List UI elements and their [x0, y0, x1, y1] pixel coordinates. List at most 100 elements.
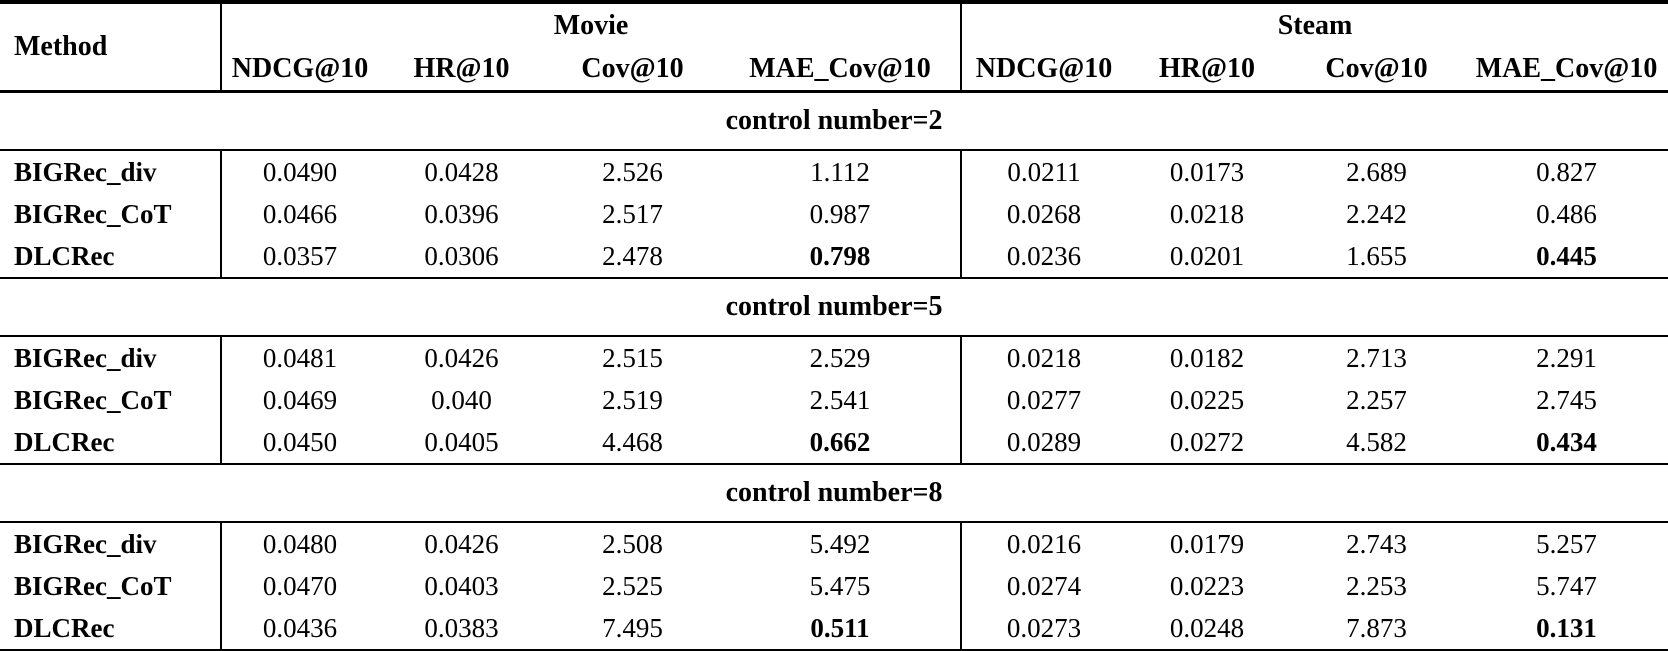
value-cell: 0.0211 [960, 150, 1127, 193]
table-row: DLCRec 0.0357 0.0306 2.478 0.798 0.0236 … [0, 235, 1668, 278]
column-header-steam-ndcg: NDCG@10 [960, 48, 1127, 93]
table-row: BIGRec_div 0.0490 0.0428 2.526 1.112 0.0… [0, 150, 1668, 193]
value-cell: 0.0272 [1169, 426, 1245, 457]
column-header-movie-cov: Cov@10 [545, 48, 720, 93]
value-cell: 4.582 [1346, 426, 1407, 457]
value-cell-best: 0.798 [809, 240, 871, 271]
value-cell-best: 0.662 [809, 426, 871, 457]
method-cell: BIGRec_CoT [0, 193, 222, 235]
method-cell: BIGRec_div [0, 336, 222, 379]
method-cell: BIGRec_div [0, 522, 222, 565]
section-title: control number=5 [0, 277, 1668, 337]
method-cell: DLCRec [0, 421, 222, 464]
section-control-5: control number=5 BIGRec_div 0.0481 0.042… [0, 277, 1668, 464]
value-cell: 2.526 [602, 156, 663, 187]
value-cell-best: 0.511 [810, 612, 870, 643]
section-control-2: control number=2 BIGRec_div 0.0490 0.042… [0, 90, 1668, 278]
method-cell: DLCRec [0, 235, 222, 278]
value-cell: 0.0179 [1169, 528, 1245, 559]
column-header-movie-ndcg: NDCG@10 [221, 48, 378, 93]
table-row: BIGRec_CoT 0.0470 0.0403 2.525 5.475 0.0… [0, 565, 1668, 607]
table-row: BIGRec_div 0.0481 0.0426 2.515 2.529 0.0… [0, 336, 1668, 379]
value-cell: 5.492 [809, 528, 871, 559]
value-cell: 0.0218 [960, 336, 1127, 379]
value-cell: 0.0173 [1169, 156, 1245, 187]
section-title-row: control number=8 [0, 463, 1668, 523]
value-cell: 0.827 [1536, 156, 1597, 187]
value-cell: 0.0273 [960, 607, 1127, 651]
table-row: BIGRec_div 0.0480 0.0426 2.508 5.492 0.0… [0, 522, 1668, 565]
value-cell: 0.0236 [960, 235, 1127, 278]
value-cell: 1.112 [810, 156, 870, 187]
value-cell: 0.0248 [1169, 612, 1245, 643]
value-cell: 0.040 [431, 384, 492, 415]
metric-header-row: NDCG@10 HR@10 Cov@10 MAE_Cov@10 NDCG@10 … [0, 48, 1668, 93]
value-cell: 0.0277 [960, 379, 1127, 421]
value-cell: 0.0274 [960, 565, 1127, 607]
group-header-row: Method Movie Steam [0, 2, 1668, 93]
value-cell: 0.0480 [262, 528, 338, 559]
value-cell: 2.745 [1536, 384, 1597, 415]
value-cell: 0.0396 [424, 198, 499, 229]
table-row: DLCRec 0.0436 0.0383 7.495 0.511 0.0273 … [0, 607, 1668, 651]
value-cell: 0.0225 [1169, 384, 1245, 415]
section-title-row: control number=5 [0, 277, 1668, 337]
value-cell: 0.0216 [960, 522, 1127, 565]
value-cell: 5.747 [1536, 570, 1597, 601]
column-header-steam-hr: HR@10 [1126, 48, 1289, 93]
group-header-steam: Steam [960, 2, 1668, 48]
section-title: control number=2 [0, 90, 1668, 151]
value-cell: 2.743 [1346, 528, 1407, 559]
group-header-movie: Movie [553, 10, 629, 41]
value-cell: 1.655 [1346, 240, 1407, 271]
method-cell: BIGRec_CoT [0, 565, 222, 607]
value-cell: 0.0289 [960, 421, 1127, 464]
value-cell: 5.475 [809, 570, 871, 601]
value-cell: 2.517 [602, 198, 663, 229]
value-cell: 0.0436 [262, 612, 338, 643]
value-cell: 0.0306 [424, 240, 499, 271]
method-cell: BIGRec_div [0, 150, 222, 193]
value-cell: 2.242 [1346, 198, 1407, 229]
value-cell: 0.0470 [262, 570, 338, 601]
value-cell: 0.0405 [424, 426, 499, 457]
value-cell: 0.0490 [262, 156, 338, 187]
value-cell: 5.257 [1536, 528, 1597, 559]
value-cell: 0.0466 [262, 198, 338, 229]
value-cell: 0.0218 [1169, 198, 1245, 229]
value-cell: 2.529 [809, 342, 871, 373]
section-title: control number=8 [0, 463, 1668, 523]
value-cell: 0.0426 [424, 342, 499, 373]
table-row: BIGRec_CoT 0.0466 0.0396 2.517 0.987 0.0… [0, 193, 1668, 235]
value-cell: 7.495 [602, 612, 663, 643]
value-cell: 0.0268 [960, 193, 1127, 235]
value-cell: 2.713 [1346, 342, 1407, 373]
method-cell: DLCRec [0, 607, 222, 651]
value-cell-best: 0.131 [1536, 612, 1597, 643]
value-cell: 2.525 [602, 570, 663, 601]
value-cell: 0.0481 [262, 342, 338, 373]
value-cell: 2.253 [1346, 570, 1407, 601]
value-cell-best: 0.434 [1536, 426, 1597, 457]
value-cell: 0.0450 [262, 426, 338, 457]
value-cell: 0.0428 [424, 156, 499, 187]
value-cell: 0.0357 [262, 240, 338, 271]
column-header-movie-maecov: MAE_Cov@10 [720, 48, 962, 93]
value-cell-best: 0.445 [1536, 240, 1597, 271]
method-column-header: Method [0, 2, 222, 93]
value-cell: 0.0403 [424, 570, 499, 601]
table-row: DLCRec 0.0450 0.0405 4.468 0.662 0.0289 … [0, 421, 1668, 464]
value-cell: 0.486 [1536, 198, 1597, 229]
value-cell: 2.478 [602, 240, 663, 271]
value-cell: 0.0383 [424, 612, 499, 643]
section-control-8: control number=8 BIGRec_div 0.0480 0.042… [0, 463, 1668, 651]
value-cell: 7.873 [1346, 612, 1407, 643]
value-cell: 0.0223 [1169, 570, 1245, 601]
value-cell: 2.519 [602, 384, 663, 415]
value-cell: 2.508 [602, 528, 663, 559]
value-cell: 2.291 [1536, 342, 1597, 373]
column-header-steam-maecov: MAE_Cov@10 [1465, 48, 1668, 93]
value-cell: 0.0469 [262, 384, 338, 415]
value-cell: 2.257 [1346, 384, 1407, 415]
